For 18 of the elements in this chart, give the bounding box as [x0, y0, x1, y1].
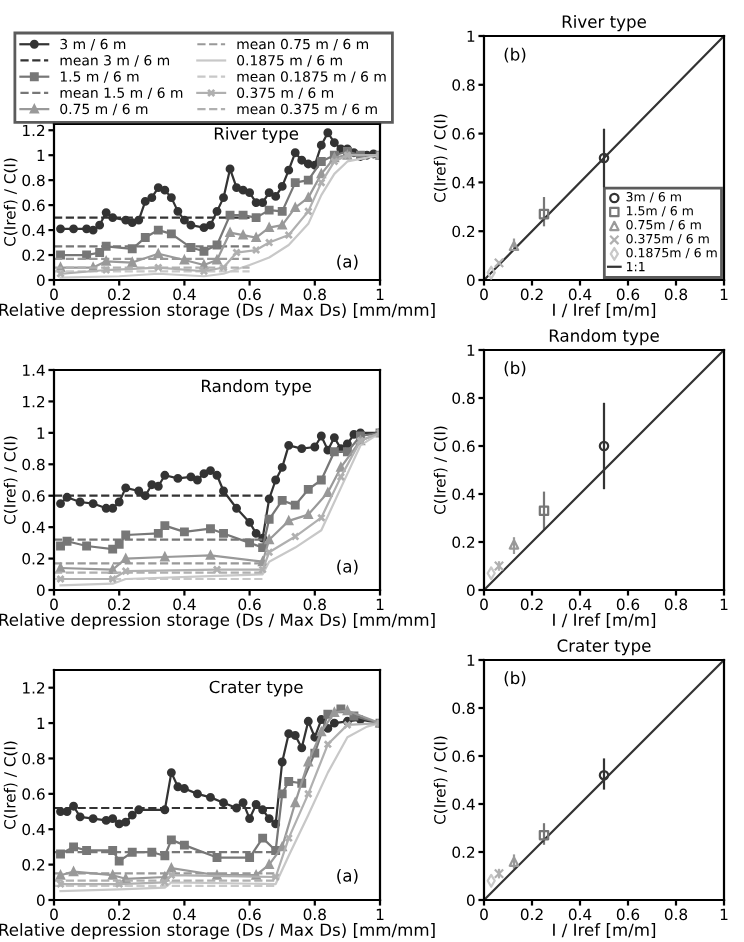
annotation: (a) — [337, 868, 358, 884]
x-axis-title: Relative depression storage (Ds / Max Ds) [mm/mm] — [0, 923, 435, 940]
annotation: (b) — [504, 47, 526, 63]
text: Crater type — [209, 680, 303, 697]
annotation: (b) — [504, 361, 526, 377]
annotation: (a) — [337, 559, 358, 575]
chart-title: Crater type — [557, 639, 651, 656]
chart-title: Random type — [549, 329, 659, 346]
x-axis-title: I / Iref [m/m] — [553, 613, 656, 628]
annotation: (a) — [337, 254, 358, 270]
x-axis-title: I / Iref [m/m] — [553, 923, 656, 938]
x-axis-title: I / Iref [m/m] — [553, 303, 656, 318]
x-axis-title: Relative depression storage (Ds / Max Ds) [mm/mm] — [0, 613, 435, 630]
chart-title: River type — [214, 126, 299, 144]
annotation: (b) — [504, 671, 526, 687]
text: Random type — [201, 379, 311, 396]
chart-title: River type — [562, 15, 646, 32]
x-axis-title: Relative depression storage (Ds / Max Ds) [mm/mm] — [0, 303, 435, 320]
